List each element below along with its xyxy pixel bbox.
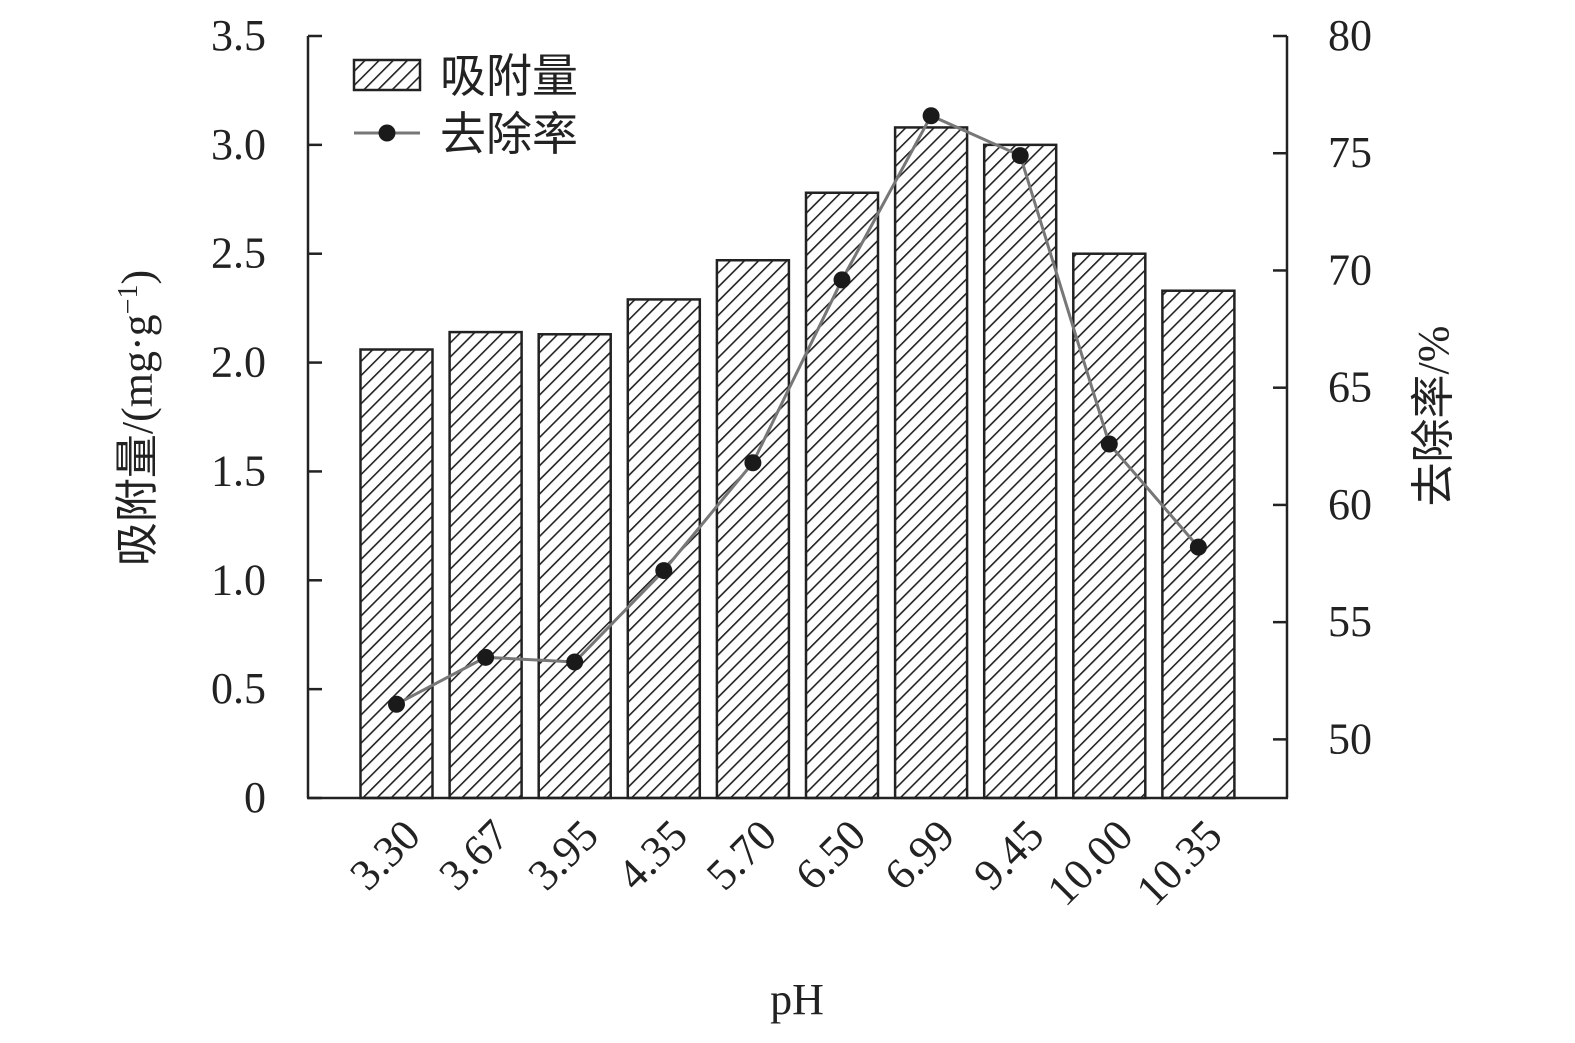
right-y-tick-label: 80 [1328, 11, 1372, 60]
bar-3.30 [359, 348, 434, 800]
removal-rate-point-6.99 [922, 107, 940, 125]
legend: 吸附量 去除率 [352, 51, 578, 160]
legend-bar-label: 吸附量 [440, 51, 578, 102]
removal-rate-point-9.45 [1011, 147, 1029, 165]
right-y-tick-label: 55 [1328, 597, 1372, 646]
removal-rate-point-10.00 [1100, 435, 1118, 453]
left-y-tick-label: 1.0 [211, 555, 266, 604]
legend-line-marker [378, 124, 396, 142]
bar-3.67 [448, 330, 523, 800]
bar-5.70 [715, 258, 791, 800]
right-y-tick-label: 75 [1328, 128, 1372, 177]
removal-rate-point-3.30 [388, 695, 405, 713]
line-series-group [388, 107, 1207, 713]
left-y-tick-label: 0 [244, 773, 266, 822]
bar-6.99 [893, 126, 969, 800]
removal-rate-point-10.35 [1189, 538, 1207, 556]
bar-6.50 [804, 191, 880, 800]
left-y-tick-label: 1.5 [211, 446, 266, 495]
left-y-ticks: 0 0.5 1.0 1.5 2.0 2.5 3.0 3.5 [211, 11, 322, 822]
left-y-axis-title-close: ) [113, 270, 162, 285]
right-y-tick-label: 70 [1328, 245, 1372, 294]
right-y-ticks: 50 55 60 65 70 75 80 [1273, 11, 1372, 763]
left-y-tick-label: 2.5 [211, 229, 266, 278]
removal-rate-point-6.50 [833, 271, 851, 289]
left-y-axis-title: 吸附量/(mg·g−1) [113, 270, 163, 566]
legend-line-label: 去除率 [440, 109, 578, 160]
removal-rate-point-4.35 [655, 562, 673, 580]
x-tick-label-3.67: 3.67 [430, 810, 519, 899]
bars-group [359, 126, 1236, 800]
left-y-tick-label: 3.0 [211, 120, 266, 169]
right-y-tick-label: 60 [1328, 480, 1372, 529]
removal-rate-point-3.67 [477, 648, 495, 666]
right-y-axis-title: 去除率/% [1409, 326, 1458, 507]
left-y-tick-label: 0.5 [211, 664, 266, 713]
x-tick-label-3.30: 3.30 [340, 810, 429, 899]
x-tick-label-6.99: 6.99 [875, 810, 964, 899]
removal-rate-point-5.70 [744, 454, 762, 472]
left-y-tick-label: 3.5 [211, 11, 266, 60]
bar-9.45 [982, 143, 1058, 800]
x-axis-title: pH [770, 975, 824, 1024]
x-tick-label-10.00: 10.00 [1038, 810, 1143, 915]
x-tick-label-3.95: 3.95 [519, 810, 608, 899]
x-tick-label-5.70: 5.70 [697, 810, 786, 899]
right-y-tick-label: 65 [1328, 363, 1372, 412]
left-y-tick-label: 2.0 [211, 338, 266, 387]
x-tick-label-4.35: 4.35 [608, 810, 697, 899]
left-y-axis-title-sup: −1 [113, 285, 144, 315]
removal-rate-line [395, 113, 1200, 706]
x-tick-label-10.35: 10.35 [1127, 810, 1232, 915]
legend-bar-swatch [352, 58, 422, 92]
right-y-tick-label: 50 [1328, 714, 1372, 763]
x-tick-labels: 3.30 3.67 3.95 4.35 5.70 6.50 6.99 9.4510.0010.… [340, 810, 1231, 915]
x-tick-label-9.45: 9.45 [964, 810, 1053, 899]
bar-4.35 [626, 298, 702, 800]
bar-10.00 [1072, 252, 1147, 800]
x-tick-label-6.50: 6.50 [786, 810, 875, 899]
left-y-axis-title-main: 吸附量/(mg·g [113, 314, 162, 566]
removal-rate-point-3.95 [566, 653, 584, 671]
bar-3.95 [537, 333, 612, 800]
